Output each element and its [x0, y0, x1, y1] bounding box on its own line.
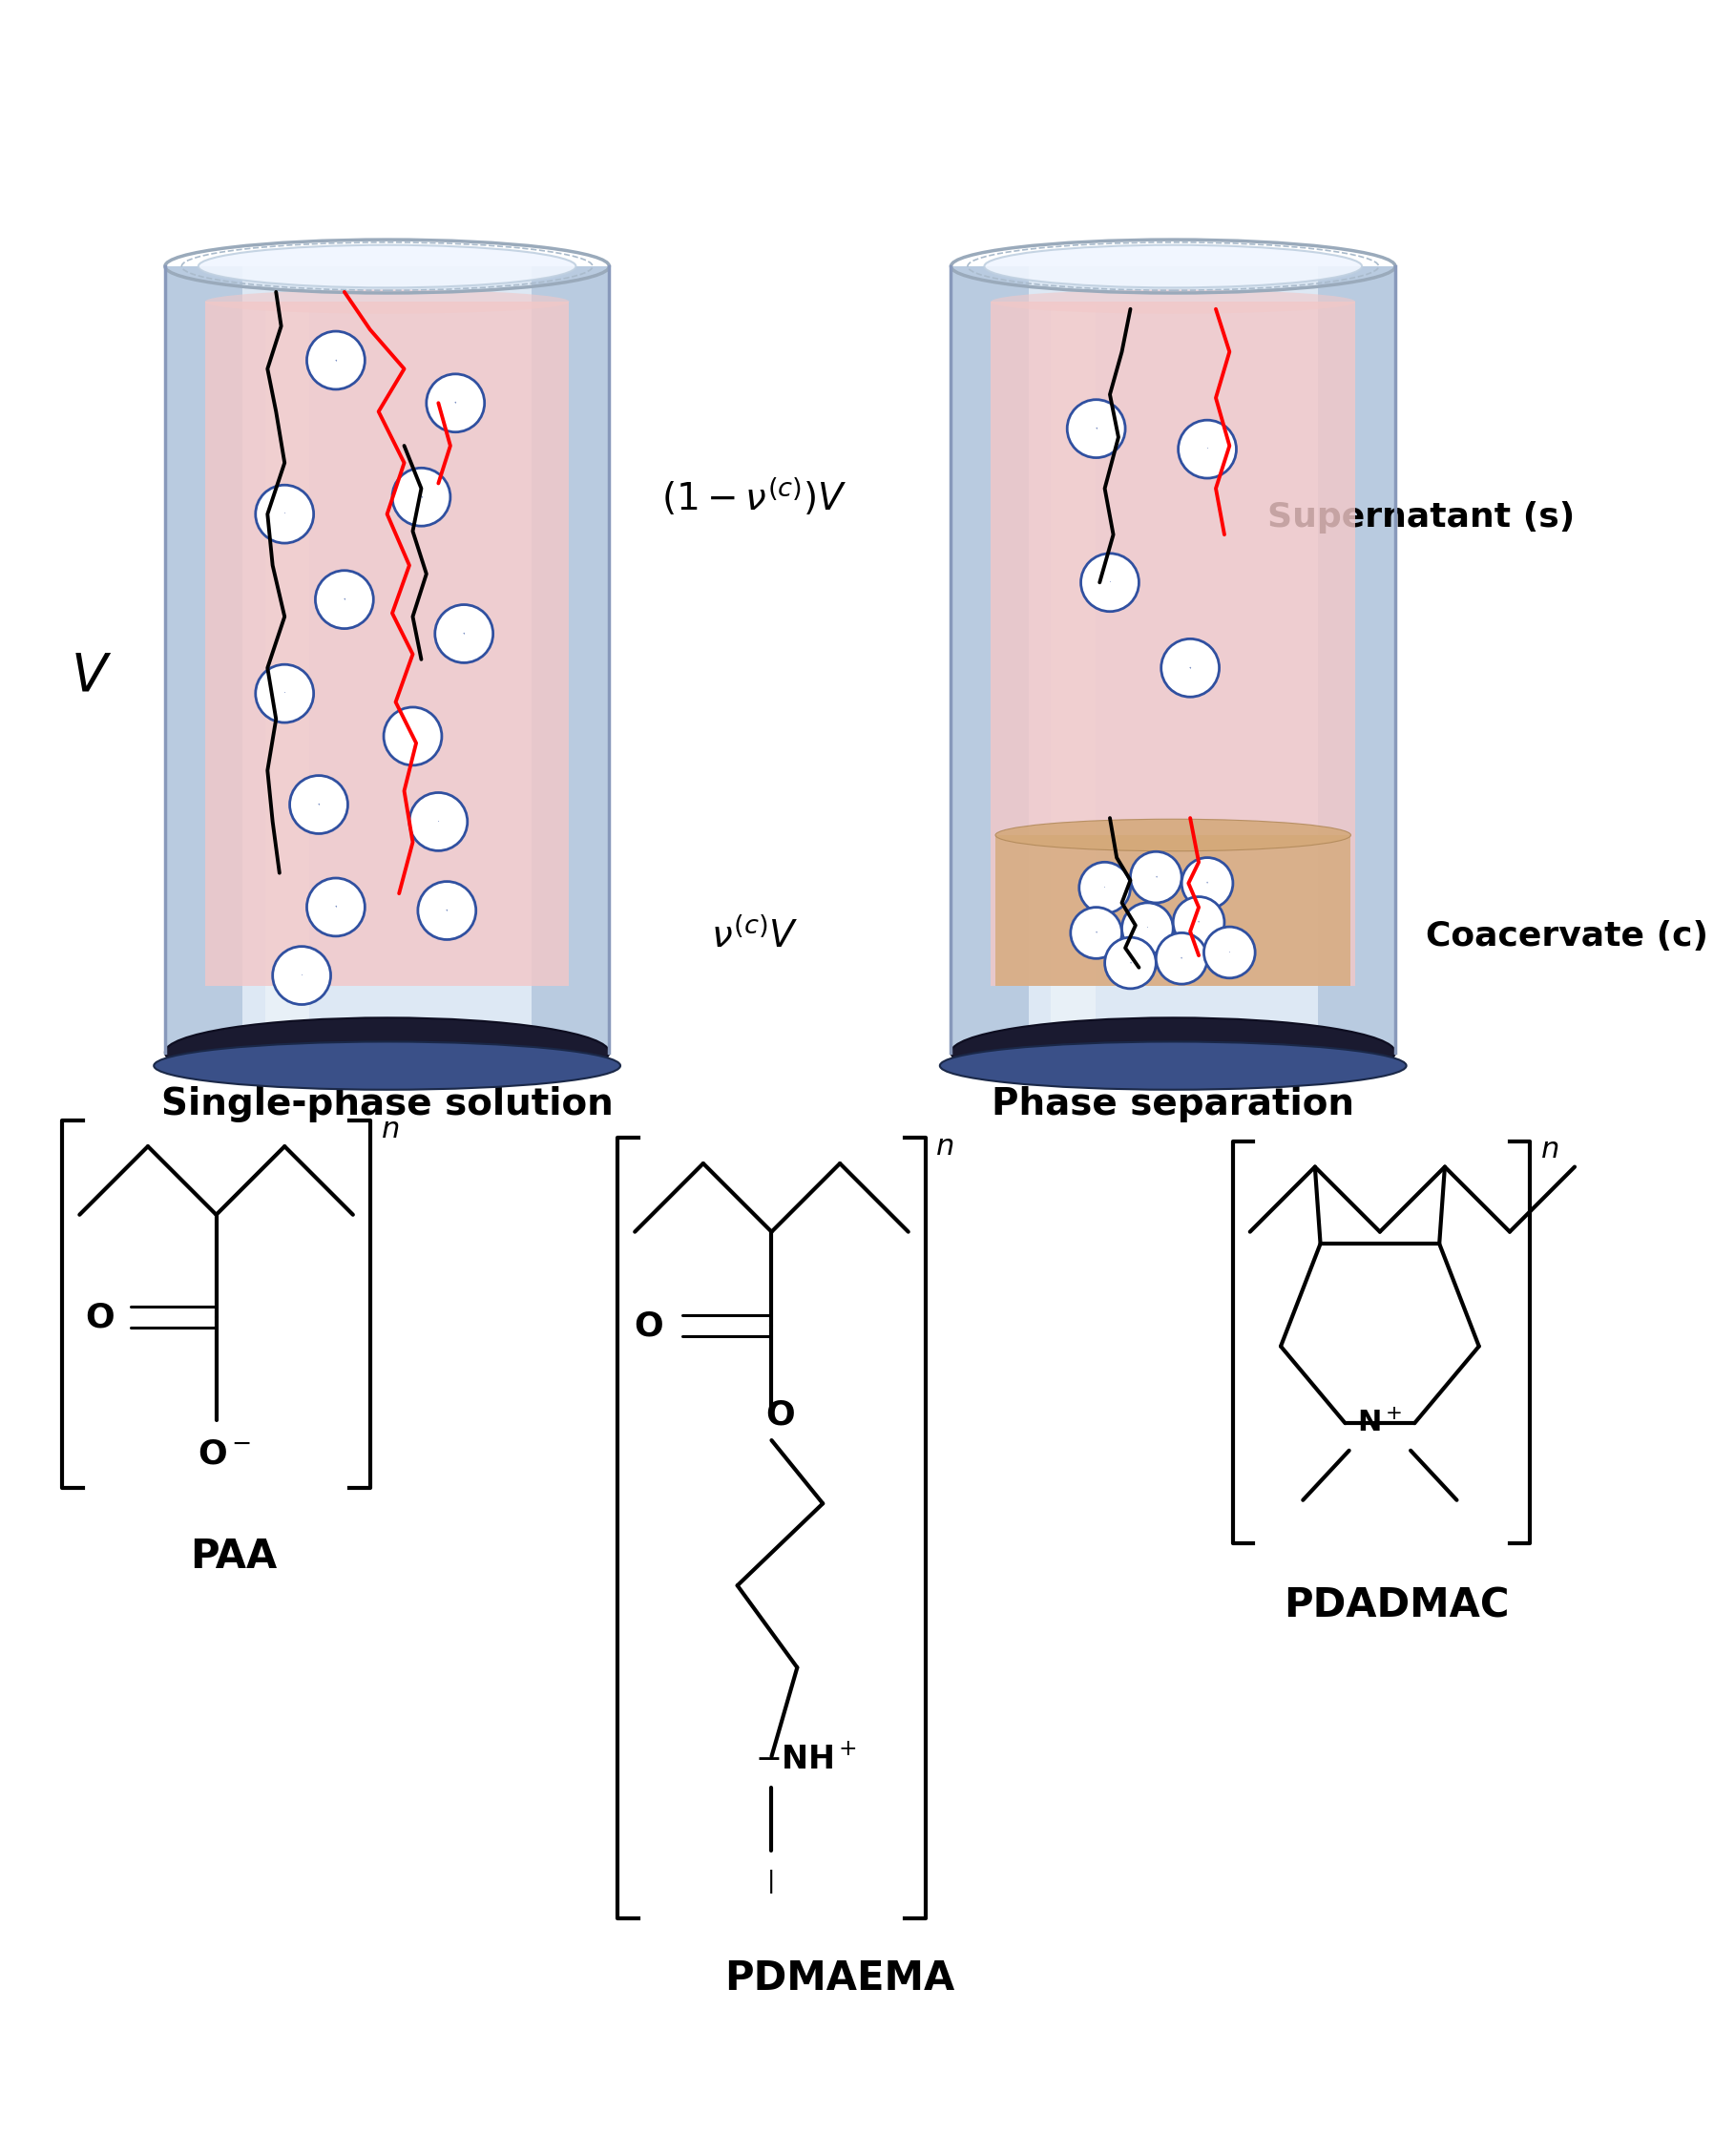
- Circle shape: [315, 571, 374, 630]
- Text: PDADMAC: PDADMAC: [1284, 1587, 1510, 1626]
- Text: +: +: [317, 802, 321, 806]
- Circle shape: [1172, 897, 1224, 949]
- Text: Coacervate (c): Coacervate (c): [1426, 921, 1707, 953]
- Text: n: n: [936, 1132, 955, 1160]
- Ellipse shape: [206, 289, 569, 313]
- Polygon shape: [165, 267, 243, 1052]
- Text: O: O: [634, 1309, 663, 1341]
- Circle shape: [255, 664, 314, 722]
- Text: Supernatant (s): Supernatant (s): [1267, 502, 1575, 535]
- Text: +: +: [463, 632, 464, 636]
- Text: +: +: [1095, 427, 1097, 431]
- Circle shape: [418, 882, 476, 940]
- Circle shape: [1068, 399, 1126, 457]
- Text: +: +: [446, 908, 447, 912]
- Polygon shape: [991, 302, 1356, 985]
- Circle shape: [1106, 938, 1155, 990]
- Text: +: +: [454, 401, 456, 405]
- Text: $\nu^{(c)}V$: $\nu^{(c)}V$: [711, 916, 799, 955]
- Text: +: +: [1181, 957, 1183, 959]
- Text: +: +: [1130, 962, 1131, 966]
- Circle shape: [290, 776, 348, 834]
- Circle shape: [1181, 858, 1232, 910]
- Circle shape: [393, 468, 451, 526]
- Text: PAA: PAA: [190, 1537, 278, 1576]
- Text: +: +: [420, 496, 422, 498]
- Polygon shape: [951, 267, 1028, 1052]
- Circle shape: [255, 485, 314, 543]
- Circle shape: [307, 332, 365, 390]
- Text: n: n: [1541, 1136, 1560, 1164]
- Ellipse shape: [991, 289, 1356, 313]
- Circle shape: [410, 793, 468, 852]
- Polygon shape: [266, 306, 309, 1052]
- Circle shape: [427, 373, 485, 431]
- Text: +: +: [411, 735, 413, 737]
- Text: +: +: [1207, 882, 1208, 886]
- Text: +: +: [1095, 931, 1097, 936]
- Text: Single-phase solution: Single-phase solution: [161, 1087, 614, 1123]
- Text: |: |: [768, 1869, 775, 1893]
- Circle shape: [1160, 638, 1219, 696]
- Text: n: n: [381, 1115, 399, 1143]
- Circle shape: [307, 877, 365, 936]
- Polygon shape: [951, 267, 1395, 1052]
- Ellipse shape: [199, 246, 576, 287]
- Polygon shape: [996, 834, 1351, 985]
- Text: N$^+$: N$^+$: [1357, 1410, 1402, 1438]
- Circle shape: [435, 604, 494, 662]
- Polygon shape: [165, 267, 608, 1052]
- Circle shape: [273, 946, 331, 1005]
- Text: +: +: [334, 906, 338, 910]
- Text: +: +: [1155, 875, 1157, 880]
- Polygon shape: [1051, 306, 1095, 1052]
- Ellipse shape: [154, 1041, 620, 1089]
- Ellipse shape: [951, 1018, 1395, 1087]
- Circle shape: [1131, 852, 1181, 903]
- Text: $(1-\nu^{(c)})V$: $(1-\nu^{(c)})V$: [662, 476, 847, 517]
- Ellipse shape: [165, 1018, 608, 1087]
- Text: O: O: [766, 1399, 795, 1432]
- Text: Phase separation: Phase separation: [992, 1087, 1354, 1123]
- Ellipse shape: [984, 246, 1363, 287]
- Polygon shape: [531, 267, 608, 1052]
- Circle shape: [384, 707, 442, 765]
- Ellipse shape: [939, 1041, 1407, 1089]
- Text: +: +: [334, 358, 338, 362]
- Ellipse shape: [996, 819, 1351, 852]
- Circle shape: [1082, 554, 1138, 612]
- Text: PDMAEMA: PDMAEMA: [725, 1958, 955, 1999]
- Polygon shape: [1318, 267, 1395, 1052]
- Circle shape: [1178, 420, 1236, 479]
- Circle shape: [1123, 903, 1172, 953]
- Text: $V$: $V$: [70, 651, 111, 703]
- Text: +: +: [1198, 921, 1200, 925]
- Text: O$^-$: O$^-$: [197, 1438, 252, 1470]
- Text: O: O: [86, 1300, 115, 1332]
- Circle shape: [1071, 908, 1123, 959]
- Text: +: +: [1190, 666, 1191, 671]
- Text: +: +: [343, 597, 346, 602]
- Text: $-$NH$^+$: $-$NH$^+$: [754, 1744, 857, 1777]
- Circle shape: [1080, 862, 1131, 914]
- Circle shape: [1155, 934, 1207, 983]
- Circle shape: [1203, 927, 1255, 979]
- Polygon shape: [206, 302, 569, 985]
